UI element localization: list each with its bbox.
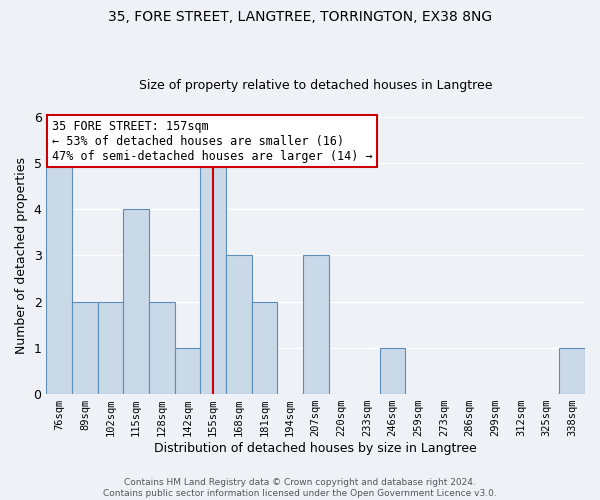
Bar <box>226 256 251 394</box>
Bar <box>46 163 72 394</box>
Bar <box>72 302 98 394</box>
Title: Size of property relative to detached houses in Langtree: Size of property relative to detached ho… <box>139 79 493 92</box>
Bar <box>98 302 124 394</box>
X-axis label: Distribution of detached houses by size in Langtree: Distribution of detached houses by size … <box>154 442 477 455</box>
Text: Contains HM Land Registry data © Crown copyright and database right 2024.
Contai: Contains HM Land Registry data © Crown c… <box>103 478 497 498</box>
Y-axis label: Number of detached properties: Number of detached properties <box>15 157 28 354</box>
Bar <box>303 256 329 394</box>
Bar <box>124 209 149 394</box>
Bar <box>200 163 226 394</box>
Bar <box>559 348 585 394</box>
Text: 35 FORE STREET: 157sqm
← 53% of detached houses are smaller (16)
47% of semi-det: 35 FORE STREET: 157sqm ← 53% of detached… <box>52 120 373 162</box>
Bar <box>149 302 175 394</box>
Bar <box>380 348 406 394</box>
Bar <box>175 348 200 394</box>
Bar <box>251 302 277 394</box>
Text: 35, FORE STREET, LANGTREE, TORRINGTON, EX38 8NG: 35, FORE STREET, LANGTREE, TORRINGTON, E… <box>108 10 492 24</box>
